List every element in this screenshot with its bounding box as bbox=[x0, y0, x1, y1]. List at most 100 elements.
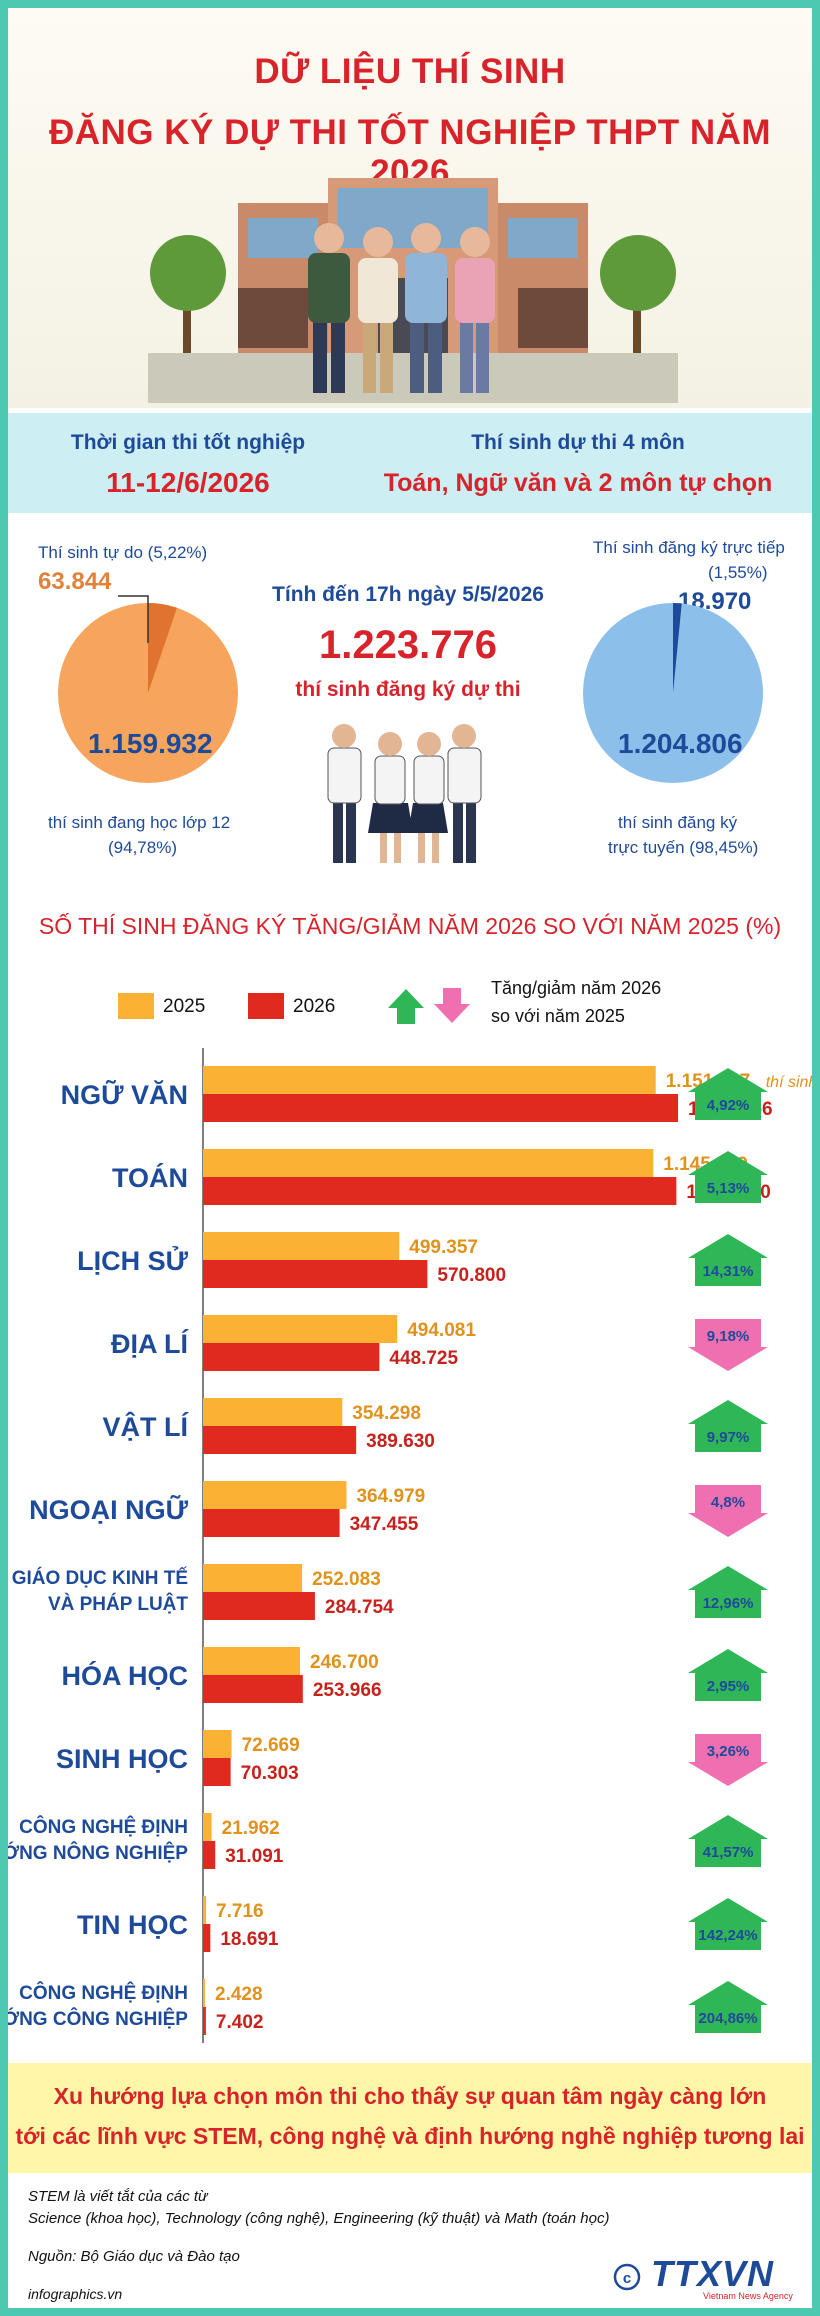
change-label: 9,97% bbox=[707, 1429, 750, 1446]
decrease-arrow bbox=[688, 1319, 768, 1371]
bar-2025 bbox=[203, 1398, 343, 1426]
change-label: 5,13% bbox=[707, 1180, 750, 1197]
grade12-percent: (94,78%) bbox=[108, 838, 177, 857]
grade12-label: thí sinh đang học lớp 12 bbox=[48, 813, 231, 832]
category-label: HƯỚNG NÔNG NGHIỆP bbox=[8, 1842, 188, 1864]
category-label: SINH HỌC bbox=[56, 1744, 188, 1774]
legend-label-2026: 2026 bbox=[293, 996, 336, 1017]
bar-2026 bbox=[203, 1260, 428, 1288]
chart-legend: 2025 2026 Tăng/giảm năm 2026 so với năm … bbox=[8, 978, 812, 1038]
bar-2026 bbox=[203, 2007, 206, 2035]
bar-chart: NGỮ VĂN1.151.687thí sinh1.208.3564,92%TO… bbox=[8, 1048, 812, 2043]
category-label: LỊCH SỬ bbox=[77, 1244, 189, 1276]
bar-2026 bbox=[203, 1509, 340, 1537]
exam-subjects-block: Thí sinh dự thi 4 môn Toán, Ngữ văn và 2… bbox=[358, 431, 798, 498]
svg-text:c: c bbox=[623, 2270, 631, 2287]
change-label: 204,86% bbox=[698, 2010, 757, 2027]
bar-2026 bbox=[203, 1924, 211, 1952]
exam-time-label: Thời gian thi tốt nghiệp bbox=[70, 431, 306, 454]
title-line-2: ĐĂNG KÝ DỰ THI TỐT NGHIỆP THPT NĂM 2026 bbox=[48, 113, 772, 192]
students-group-illustration bbox=[327, 724, 482, 863]
category-label: TIN HỌC bbox=[77, 1910, 188, 1940]
free-candidate-label: Thí sinh tự do (5,22%) bbox=[38, 543, 208, 562]
source-note: Nguồn: Bộ Giáo dục và Đào tạo bbox=[28, 2248, 240, 2265]
left-pie-pointer bbox=[118, 595, 149, 643]
bar-2025 bbox=[203, 1232, 400, 1260]
left-pie-small-slice bbox=[148, 603, 177, 693]
category-label: ĐỊA LÍ bbox=[111, 1328, 189, 1359]
value-label-2025: 494.081 bbox=[407, 1320, 476, 1341]
value-label-2025: 7.716 bbox=[216, 1901, 264, 1922]
decrease-arrow bbox=[688, 1734, 768, 1786]
increase-arrow bbox=[688, 1068, 768, 1120]
increase-arrow bbox=[688, 1815, 768, 1867]
change-label: 41,57% bbox=[703, 1844, 754, 1861]
bar-2025 bbox=[203, 1564, 303, 1592]
bar-2026 bbox=[203, 1758, 231, 1786]
right-pie-chart bbox=[583, 603, 763, 783]
left-pie-chart bbox=[58, 603, 238, 783]
bar-2026 bbox=[203, 1675, 303, 1703]
value-label-2025: 252.083 bbox=[312, 1569, 381, 1590]
bar-2026 bbox=[203, 1177, 677, 1205]
category-label: HƯỚNG CÔNG NGHIỆP bbox=[8, 2008, 188, 2030]
bar-2025 bbox=[203, 1647, 300, 1675]
site-name: infographics.vn bbox=[28, 2286, 123, 2302]
value-label-2025: 2.428 bbox=[215, 1984, 263, 2005]
infographic-page: DỮ LIỆU THÍ SINH ĐĂNG KÝ DỰ THI TỐT NGHI… bbox=[8, 8, 812, 2308]
value-label-2025: 364.979 bbox=[356, 1486, 425, 1507]
value-label-2026: 284.754 bbox=[325, 1597, 394, 1618]
increase-arrow bbox=[688, 1151, 768, 1203]
trend-note-line1: Xu hướng lựa chọn môn thi cho thấy sự qu… bbox=[53, 2083, 767, 2109]
category-label: VẬT LÍ bbox=[103, 1411, 190, 1442]
increase-arrow bbox=[688, 1898, 768, 1950]
bar-2025 bbox=[203, 1066, 656, 1094]
info-band: Thời gian thi tốt nghiệp 11-12/6/2026 Th… bbox=[8, 413, 812, 513]
category-label: NGỮ VĂN bbox=[61, 1079, 188, 1110]
category-label: NGOẠI NGỮ bbox=[29, 1494, 189, 1525]
increase-arrow bbox=[688, 1649, 768, 1701]
legend-change-line2: so với năm 2025 bbox=[491, 1006, 625, 1026]
chart-title: SỐ THÍ SINH ĐĂNG KÝ TĂNG/GIẢM NĂM 2026 S… bbox=[38, 913, 782, 939]
change-label: 4,92% bbox=[707, 1097, 750, 1114]
bar-2025 bbox=[203, 1896, 207, 1924]
value-label-2026: 18.691 bbox=[220, 1929, 279, 1950]
change-label: 12,96% bbox=[703, 1595, 754, 1612]
category-label: GIÁO DỤC KINH TẾ bbox=[12, 1567, 188, 1589]
bar-2026 bbox=[203, 1841, 216, 1869]
change-label: 14,31% bbox=[703, 1263, 754, 1280]
exam-time-block: Thời gian thi tốt nghiệp 11-12/6/2026 bbox=[38, 431, 338, 499]
bar-2025 bbox=[203, 1730, 232, 1758]
logo-text: TTXVN bbox=[651, 2253, 775, 2294]
value-label-2026: 31.091 bbox=[225, 1846, 284, 1867]
value-label-2025: 72.669 bbox=[242, 1735, 300, 1756]
change-label: 2,95% bbox=[707, 1678, 750, 1695]
stem-note-1: STEM là viết tắt của các từ bbox=[28, 2188, 208, 2205]
direct-reg-percent: (1,55%) bbox=[708, 563, 768, 582]
value-label-2026: 389.630 bbox=[366, 1431, 435, 1452]
right-pie-big-value: 1.204.806 bbox=[618, 728, 743, 759]
bar-2026 bbox=[203, 1592, 315, 1620]
ttxvn-logo: c TTXVN Vietnam News Agency bbox=[613, 2253, 803, 2306]
legend-swatch-2026 bbox=[248, 993, 284, 1019]
legend-up-down-arrows-icon bbox=[388, 988, 470, 1024]
change-label: 3,26% bbox=[707, 1743, 750, 1760]
cutoff-date: Tính đến 17h ngày 5/5/2026 bbox=[272, 583, 544, 606]
legend-swatch-2025 bbox=[118, 993, 154, 1019]
trend-note-line2: tới các lĩnh vực STEM, công nghệ và định… bbox=[15, 2123, 805, 2149]
increase-arrow bbox=[688, 1566, 768, 1618]
bar-2026 bbox=[203, 1094, 678, 1122]
stem-note-2: Science (khoa học), Technology (công ngh… bbox=[28, 2210, 610, 2227]
increase-arrow bbox=[688, 1400, 768, 1452]
free-candidate-value: 63.844 bbox=[38, 568, 112, 595]
title-line-1: DỮ LIỆU THÍ SINH bbox=[254, 52, 566, 91]
value-label-2026: 70.303 bbox=[241, 1763, 299, 1784]
exam-subjects-value: Toán, Ngữ văn và 2 môn tự chọn bbox=[383, 469, 773, 497]
value-label-2026: 570.800 bbox=[437, 1265, 506, 1286]
total-candidates-label: thí sinh đăng ký dự thi bbox=[295, 678, 521, 701]
value-label-2026: 347.455 bbox=[350, 1514, 419, 1535]
unit-label: thí sinh bbox=[766, 1074, 812, 1091]
bar-2025 bbox=[203, 1979, 205, 2007]
ttxvn-logo-icon: c bbox=[613, 2263, 641, 2291]
direct-reg-label: Thí sinh đăng ký trực tiếp bbox=[593, 538, 785, 557]
